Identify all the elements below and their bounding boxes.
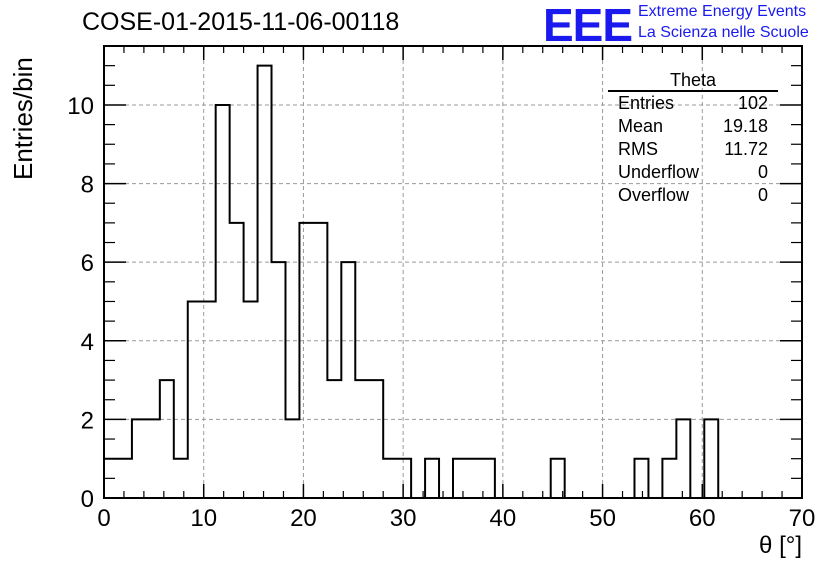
stats-row-mean: Mean 19.18 [608,115,778,138]
stats-value: 102 [737,93,768,113]
y-tick-label: 8 [81,172,94,199]
y-tick-label: 0 [81,486,94,513]
x-tick-label: 30 [390,505,417,532]
stats-box: Theta Entries 102 Mean 19.18 RMS 11.72 U… [608,70,778,207]
stats-label: Entries [618,93,675,113]
stats-value: 0 [757,162,768,182]
x-tick-label: 0 [97,505,110,532]
y-tick-label: 2 [81,407,94,434]
chart-title: COSE-01-2015-11-06-00118 [82,8,400,36]
stats-label: RMS [618,139,658,159]
x-tick-label: 40 [490,505,517,532]
stats-row-overflow: Overflow 0 [608,184,778,207]
x-tick-label: 50 [589,505,616,532]
stats-row-underflow: Underflow 0 [608,161,778,184]
y-tick-label: 4 [81,329,94,356]
x-tick-label: 60 [689,505,716,532]
y-tick-label: 6 [81,250,94,277]
x-axis-label: θ [°] [759,532,802,559]
eee-logo: EEE [543,0,633,51]
stats-value: 19.18 [722,116,768,136]
stats-value: 11.72 [724,139,768,159]
logo-subtitle-2: La Scienza nelle Scuole [638,24,809,41]
stats-label: Underflow [618,162,700,182]
stats-value: 0 [757,185,768,205]
logo-subtitle-1: Extreme Energy Events [638,3,807,20]
y-axis-label: Entries/bin [8,57,38,180]
y-tick-label: 10 [67,93,94,120]
stats-title: Theta [608,70,778,92]
x-tick-label: 20 [290,505,317,532]
x-tick-label: 10 [190,505,217,532]
stats-row-rms: RMS 11.72 [608,138,778,161]
stats-row-entries: Entries 102 [608,92,778,115]
x-tick-label: 70 [789,505,816,532]
stats-label: Overflow [618,185,690,205]
plot-frame [103,45,803,499]
stats-label: Mean [618,116,664,136]
